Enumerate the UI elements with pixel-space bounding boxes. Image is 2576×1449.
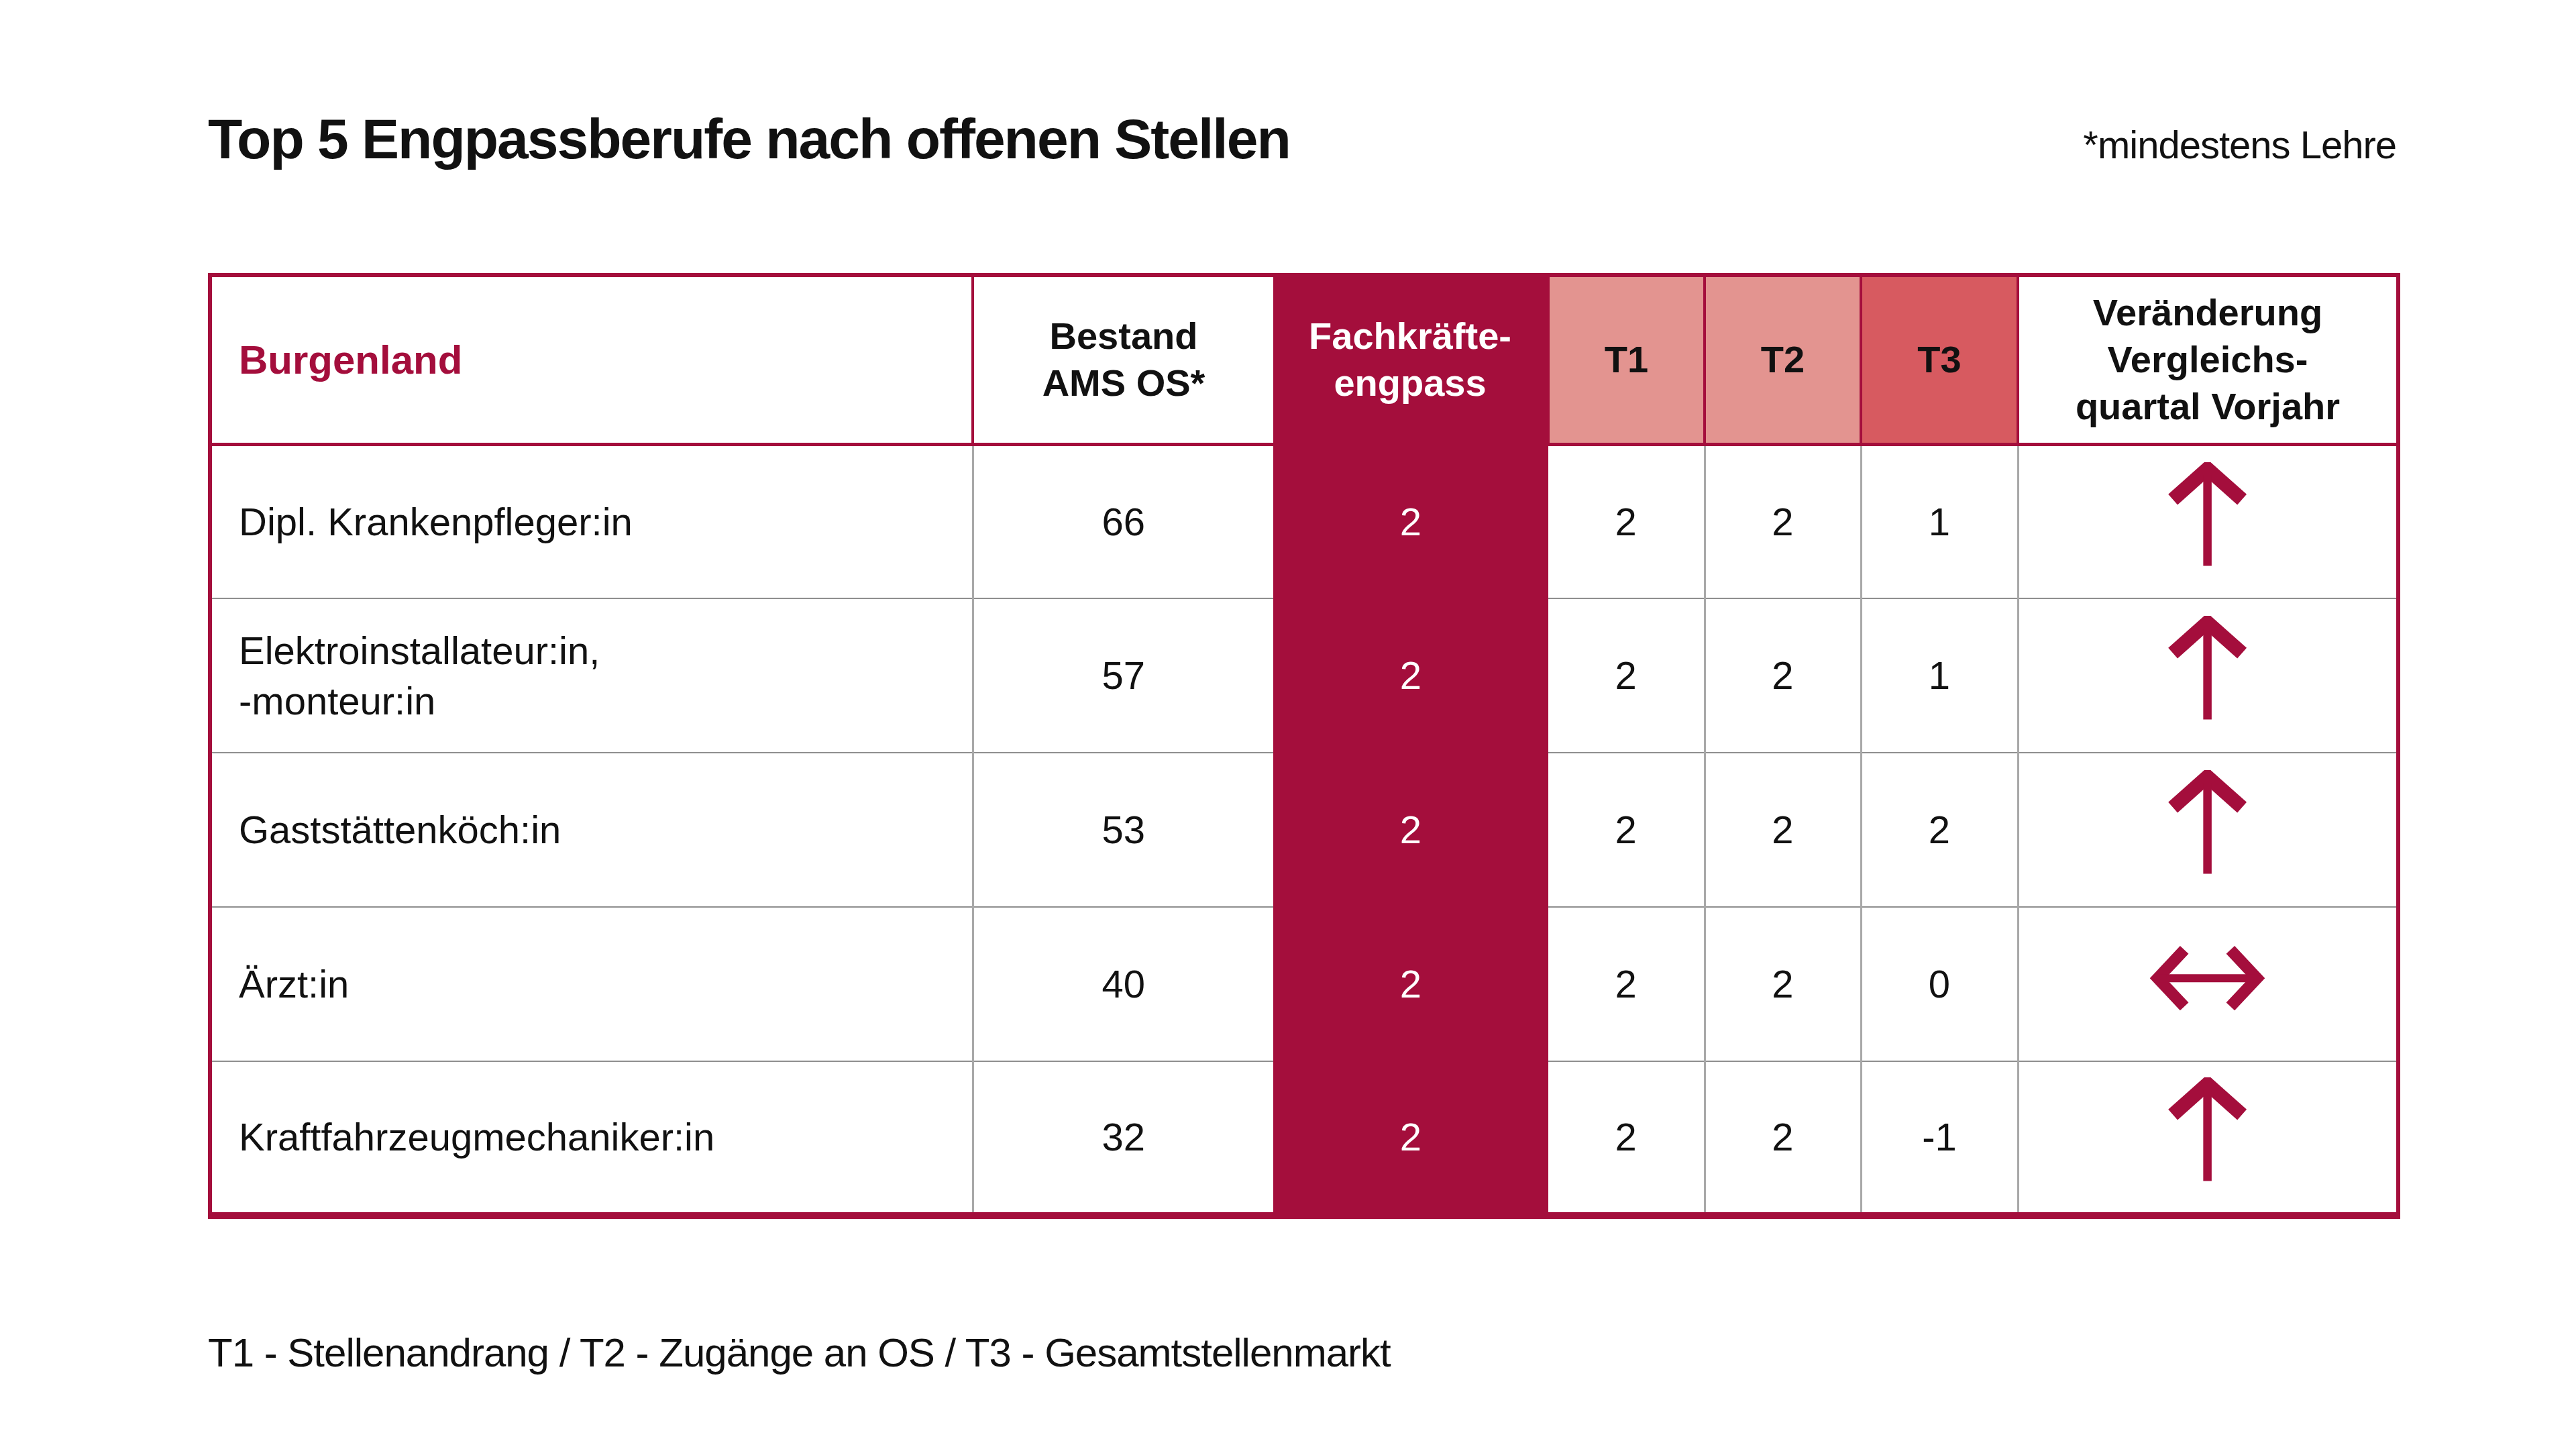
trend-up-icon <box>2165 1077 2249 1185</box>
engpass-cell: 2 <box>1273 598 1548 753</box>
bestand-cell: 40 <box>973 907 1273 1061</box>
trend-sideways-icon <box>2145 945 2269 1012</box>
engpass-cell: 2 <box>1273 907 1548 1061</box>
trend-up-icon <box>2165 616 2249 723</box>
t2-cell: 2 <box>1705 444 1861 598</box>
t1-cell: 2 <box>1548 907 1705 1061</box>
bestand-cell: 66 <box>973 444 1273 598</box>
bestand-cell: 32 <box>973 1061 1273 1216</box>
occupation-cell: Gaststättenköch:in <box>210 753 973 907</box>
asterisk-note: *mindestens Lehre <box>2083 122 2396 167</box>
table-row: Ärzt:in 40 2 2 2 0 <box>210 907 2398 1061</box>
engpass-cell: 2 <box>1273 1061 1548 1216</box>
t2-cell: 2 <box>1705 753 1861 907</box>
t3-cell: -1 <box>1861 1061 2018 1216</box>
trend-cell <box>2018 753 2398 907</box>
col-header-t3: T3 <box>1861 275 2018 444</box>
col-header-bestand-ams-os: Bestand AMS OS* <box>973 275 1273 444</box>
region-header: Burgenland <box>210 275 973 444</box>
engpass-cell: 2 <box>1273 753 1548 907</box>
t1-cell: 2 <box>1548 598 1705 753</box>
bestand-cell: 53 <box>973 753 1273 907</box>
occupation-cell: Ärzt:in <box>210 907 973 1061</box>
col-header-fachkraefteengpass: Fachkräfte- engpass <box>1273 275 1548 444</box>
col-header-veraenderung: Veränderung Vergleichs- quartal Vorjahr <box>2018 275 2398 444</box>
table-row: Dipl. Krankenpfleger:in 66 2 2 2 1 <box>210 444 2398 598</box>
trend-cell <box>2018 1061 2398 1216</box>
t3-cell: 1 <box>1861 444 2018 598</box>
table-header: Burgenland Bestand AMS OS* Fachkräfte- e… <box>210 275 2398 444</box>
shortage-occupations-table: Burgenland Bestand AMS OS* Fachkräfte- e… <box>208 273 2400 1219</box>
t2-cell: 2 <box>1705 1061 1861 1216</box>
title-row: Top 5 Engpassberufe nach offenen Stellen… <box>208 111 2396 167</box>
trend-up-icon <box>2165 770 2249 877</box>
engpass-cell: 2 <box>1273 444 1548 598</box>
page-title: Top 5 Engpassberufe nach offenen Stellen <box>208 111 1290 167</box>
page: Top 5 Engpassberufe nach offenen Stellen… <box>0 0 2576 1449</box>
t1-cell: 2 <box>1548 753 1705 907</box>
header-row: Burgenland Bestand AMS OS* Fachkräfte- e… <box>210 275 2398 444</box>
legend: T1 - Stellenandrang / T2 - Zugänge an OS… <box>208 1330 2396 1376</box>
table-row: Gaststättenköch:in 53 2 2 2 2 <box>210 753 2398 907</box>
t2-cell: 2 <box>1705 907 1861 1061</box>
trend-cell <box>2018 907 2398 1061</box>
trend-cell <box>2018 444 2398 598</box>
t3-cell: 1 <box>1861 598 2018 753</box>
trend-cell <box>2018 598 2398 753</box>
table-body: Dipl. Krankenpfleger:in 66 2 2 2 1 Elekt… <box>210 444 2398 1216</box>
trend-up-icon <box>2165 462 2249 570</box>
t3-cell: 0 <box>1861 907 2018 1061</box>
occupation-cell: Elektroinstallateur:in, -monteur:in <box>210 598 973 753</box>
t1-cell: 2 <box>1548 444 1705 598</box>
t3-cell: 2 <box>1861 753 2018 907</box>
t1-cell: 2 <box>1548 1061 1705 1216</box>
occupation-cell: Kraftfahrzeugmechaniker:in <box>210 1061 973 1216</box>
table-row: Kraftfahrzeugmechaniker:in 32 2 2 2 -1 <box>210 1061 2398 1216</box>
col-header-t1: T1 <box>1548 275 1705 444</box>
bestand-cell: 57 <box>973 598 1273 753</box>
t2-cell: 2 <box>1705 598 1861 753</box>
col-header-t2: T2 <box>1705 275 1861 444</box>
occupation-cell: Dipl. Krankenpfleger:in <box>210 444 973 598</box>
table-row: Elektroinstallateur:in, -monteur:in 57 2… <box>210 598 2398 753</box>
